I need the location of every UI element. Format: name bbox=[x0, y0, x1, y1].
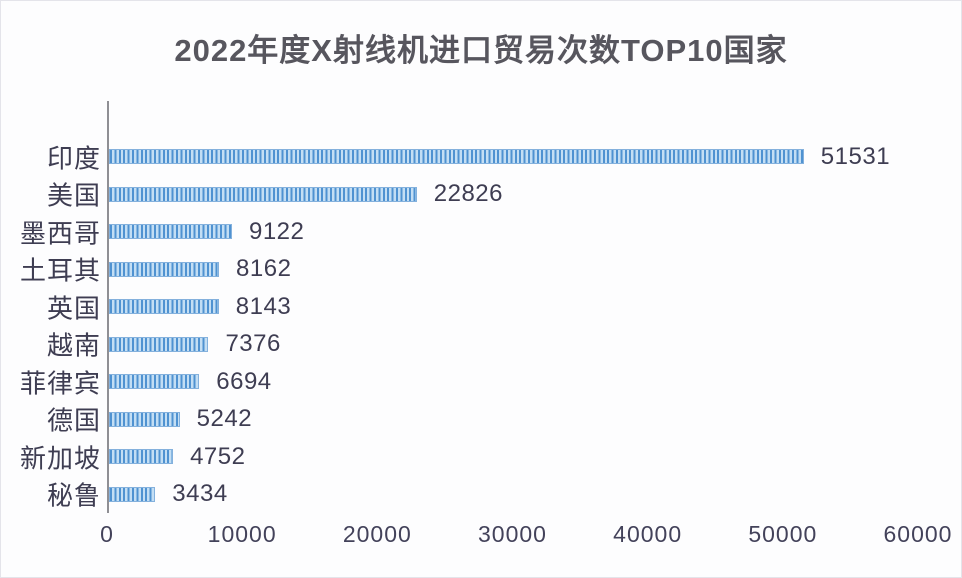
x-tick-label: 10000 bbox=[207, 521, 277, 547]
bar bbox=[109, 449, 174, 465]
category-label: 秘鲁 bbox=[46, 480, 101, 511]
bar-row: 墨西哥 9122 bbox=[20, 213, 918, 251]
bar-row: 越南 7376 bbox=[47, 326, 918, 364]
x-tick-label: 40000 bbox=[613, 521, 683, 547]
bar bbox=[109, 149, 804, 165]
value-label: 6694 bbox=[216, 367, 272, 395]
bar-row: 新加坡 4752 bbox=[20, 438, 918, 476]
x-tick-label: 30000 bbox=[478, 521, 547, 547]
value-label: 8162 bbox=[236, 255, 292, 283]
value-label: 3434 bbox=[172, 480, 228, 508]
category-label: 印度 bbox=[46, 143, 101, 174]
bar bbox=[109, 336, 209, 352]
plot-area: 印度 51531 美国 22826 墨西哥 9122 土耳其 8162 英国 8143 越南 7376… bbox=[20, 101, 918, 514]
bar-rows: 印度 51531 美国 22826 墨西哥 9122 土耳其 8162 英国 8143 越南 7376… bbox=[20, 138, 918, 514]
category-label: 英国 bbox=[46, 293, 101, 324]
category-label: 德国 bbox=[46, 405, 101, 436]
x-tick-label: 20000 bbox=[342, 521, 412, 547]
x-tick-label: 50000 bbox=[748, 521, 818, 547]
bar-row: 秘鲁 3434 bbox=[47, 476, 918, 514]
category-label: 菲律宾 bbox=[19, 368, 101, 399]
value-label: 4752 bbox=[190, 442, 246, 470]
bar-row: 德国 5242 bbox=[47, 401, 918, 439]
bar bbox=[109, 411, 180, 427]
x-axis: 0 10000 20000 30000 40000 50000 60000 bbox=[100, 521, 951, 555]
bar bbox=[109, 224, 232, 240]
bar bbox=[109, 186, 417, 202]
value-label: 9122 bbox=[248, 217, 305, 245]
bar-row: 英国 8143 bbox=[47, 288, 918, 326]
value-label: 8143 bbox=[235, 292, 292, 320]
bar bbox=[109, 299, 219, 315]
bar bbox=[109, 374, 200, 390]
category-label: 美国 bbox=[46, 180, 101, 211]
value-label: 51531 bbox=[820, 142, 891, 170]
bar bbox=[109, 486, 156, 502]
x-tick-label: 60000 bbox=[883, 521, 953, 547]
category-label: 土耳其 bbox=[19, 255, 101, 286]
value-label: 5242 bbox=[196, 405, 253, 433]
value-label: 22826 bbox=[433, 180, 504, 208]
category-label: 新加坡 bbox=[19, 443, 101, 474]
category-label: 墨西哥 bbox=[19, 218, 101, 249]
bar-row: 菲律宾 6694 bbox=[20, 363, 918, 401]
category-label: 越南 bbox=[46, 330, 101, 361]
bar bbox=[109, 261, 220, 277]
chart-title: 2022年度X射线机进口贸易次数TOP10国家 bbox=[174, 33, 788, 68]
bar-row: 美国 22826 bbox=[47, 176, 918, 214]
x-tick-label: 0 bbox=[100, 521, 114, 547]
bar-row: 土耳其 8162 bbox=[20, 251, 918, 289]
value-label: 7376 bbox=[225, 330, 281, 358]
bar-row: 印度 51531 bbox=[47, 138, 918, 176]
